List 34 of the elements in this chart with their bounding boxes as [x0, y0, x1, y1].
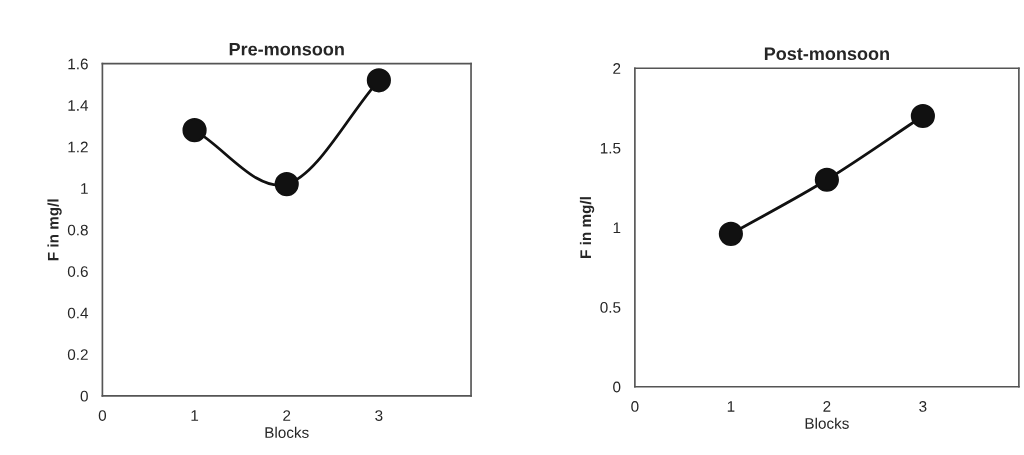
y-tick-label: 0.4 — [67, 307, 89, 319]
x-tick-label: 2 — [283, 410, 291, 421]
x-tick-label: 3 — [375, 410, 383, 421]
x-tick-label: 1 — [727, 401, 735, 412]
x-tick-label: 0 — [631, 401, 639, 412]
y-tick-label: 0.6 — [67, 266, 88, 277]
chart-title: Post-monsoon — [764, 47, 889, 61]
x-tick-label: 3 — [919, 401, 927, 412]
point — [182, 118, 207, 143]
point — [366, 68, 391, 93]
point — [910, 103, 935, 129]
y-tick-label: 1.4 — [68, 100, 89, 111]
y-tick-label: 1.5 — [600, 142, 621, 154]
x-axis-title: Blocks — [265, 426, 309, 438]
chart-title: Pre-monsoon — [229, 42, 344, 56]
x-tick-label: 2 — [823, 401, 831, 412]
y-tick-label: 0.5 — [600, 301, 621, 313]
y-tick-label: 1.6 — [68, 58, 88, 70]
point — [718, 221, 743, 246]
y-tick-label: 0 — [613, 381, 621, 393]
x-tick-label: 0 — [98, 410, 107, 421]
y-tick-label: 1 — [613, 222, 621, 234]
y-tick-label: 0.8 — [67, 224, 88, 236]
y-tick-label: 1 — [81, 183, 88, 194]
y-tick-label: 2 — [613, 63, 621, 74]
y-tick-label: 1.2 — [68, 141, 88, 153]
point — [274, 172, 299, 197]
y-tick-label: 0 — [80, 390, 88, 402]
y-axis-title: F in mg/l — [579, 197, 595, 258]
point — [814, 167, 839, 192]
y-axis-title: F in mg/l — [47, 199, 62, 261]
x-axis-title: Blocks — [805, 417, 849, 429]
y-tick-label: 0.2 — [67, 349, 88, 361]
x-tick-label: 1 — [191, 410, 199, 421]
